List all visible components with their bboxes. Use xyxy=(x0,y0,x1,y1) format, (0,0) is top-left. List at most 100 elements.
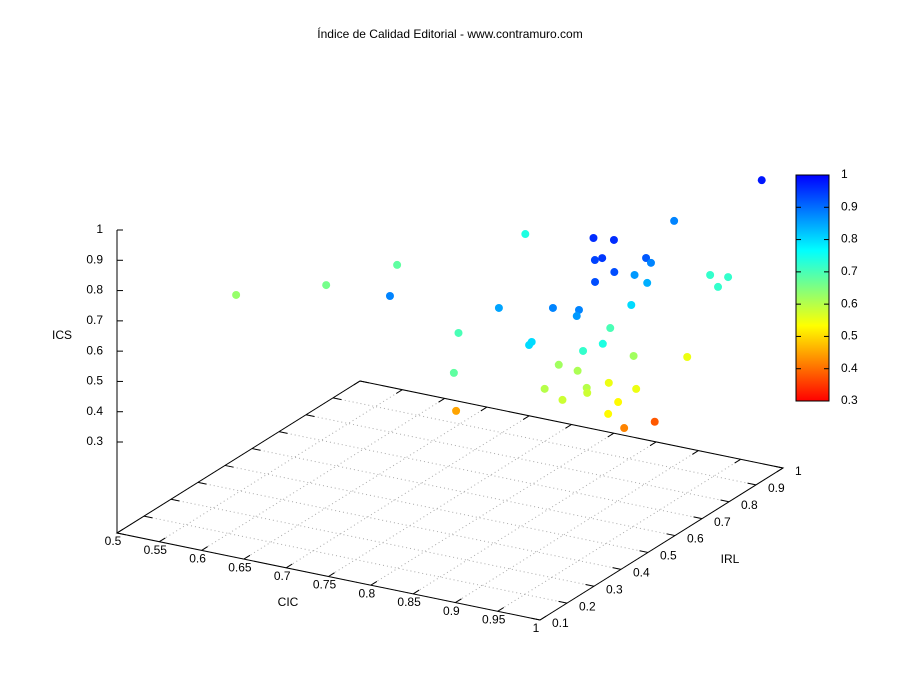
z-tick-label: 0.8 xyxy=(86,283,103,297)
x-tick-label: 0.9 xyxy=(443,604,460,618)
point xyxy=(583,388,592,397)
point xyxy=(620,424,629,433)
x-tick xyxy=(159,537,166,543)
point xyxy=(232,290,241,299)
y-tick-label: 0.9 xyxy=(768,481,785,495)
y-tick xyxy=(693,516,703,520)
point xyxy=(714,282,723,291)
colorbar-tick-label: 0.9 xyxy=(841,199,858,213)
z-tick-label: 1 xyxy=(96,222,103,236)
point xyxy=(452,406,461,415)
y-tick xyxy=(639,550,649,553)
grid-line xyxy=(305,414,730,503)
point xyxy=(558,395,567,404)
y-tick xyxy=(332,397,342,401)
grid-line xyxy=(285,415,530,569)
y-tick xyxy=(143,515,153,519)
x-tick-label: 0.55 xyxy=(144,543,168,557)
grid-line xyxy=(328,424,572,577)
z-tick-label: 0.3 xyxy=(86,434,103,448)
grid-line xyxy=(201,397,445,551)
point xyxy=(548,303,557,312)
x-tick xyxy=(522,415,530,421)
y-tick xyxy=(558,600,568,604)
y-tick xyxy=(224,464,234,468)
point xyxy=(590,256,599,265)
z-tick-label: 0.4 xyxy=(86,404,103,418)
x-tick xyxy=(455,598,462,604)
point xyxy=(757,176,766,185)
y-tick-label: 0.1 xyxy=(552,616,569,630)
point xyxy=(449,368,458,377)
point xyxy=(525,341,534,350)
y-tick xyxy=(666,533,676,537)
y-tick xyxy=(197,481,207,485)
x-tick xyxy=(285,563,293,569)
x-tick-label: 0.8 xyxy=(358,586,375,600)
x-tick-label: 0.7 xyxy=(274,569,291,583)
y-tick xyxy=(612,567,622,570)
colorbar-tick-label: 0.3 xyxy=(841,393,858,407)
y-tick xyxy=(720,499,730,503)
point xyxy=(591,277,600,286)
point xyxy=(650,417,659,426)
colorbar-tick-label: 1 xyxy=(841,167,848,181)
point xyxy=(632,384,641,393)
point xyxy=(598,254,607,263)
x-tick xyxy=(328,572,335,577)
y-tick xyxy=(251,448,261,451)
y-tick-label: 0.8 xyxy=(741,498,758,512)
x-tick xyxy=(201,546,208,551)
point xyxy=(604,378,613,387)
x-tick xyxy=(607,432,615,438)
point xyxy=(554,360,563,369)
point xyxy=(627,301,636,310)
grid-line xyxy=(143,515,568,604)
base-border xyxy=(115,380,785,621)
point xyxy=(643,278,652,287)
point xyxy=(521,230,530,239)
point xyxy=(573,366,582,375)
z-tick-label: 0.7 xyxy=(86,313,103,327)
point xyxy=(322,281,331,290)
point xyxy=(610,268,619,277)
colorbar-tick-label: 0.5 xyxy=(841,329,858,343)
point xyxy=(629,351,638,360)
point xyxy=(670,216,679,225)
grid-line xyxy=(197,481,622,570)
point xyxy=(642,254,651,263)
x-tick-label: 1 xyxy=(533,621,540,635)
y-tick-label: 1 xyxy=(795,464,802,478)
point xyxy=(706,270,715,279)
y-tick xyxy=(278,431,288,434)
x-tick xyxy=(243,554,251,560)
x-tick-label: 0.75 xyxy=(313,578,337,592)
point xyxy=(630,270,639,279)
y-axis-label: IRL xyxy=(721,552,740,566)
z-tick-label: 0.5 xyxy=(86,374,103,388)
grid-line xyxy=(224,464,649,553)
point xyxy=(646,258,655,267)
z-tick-label: 0.9 xyxy=(86,252,103,266)
z-tick-label: 0.6 xyxy=(86,343,103,357)
point xyxy=(598,339,607,348)
x-axis-label: CIC xyxy=(278,595,299,609)
point xyxy=(574,305,583,314)
colorbar-tick-label: 0.7 xyxy=(841,264,858,278)
point xyxy=(614,398,623,407)
colorbar-tick-label: 0.6 xyxy=(841,296,858,310)
point xyxy=(589,234,598,243)
x-tick-label: 0.85 xyxy=(397,595,421,609)
grid-line xyxy=(159,389,403,543)
grid-line xyxy=(278,431,703,520)
point xyxy=(540,384,549,393)
grid-line xyxy=(243,406,488,560)
point xyxy=(604,409,613,418)
x-tick-label: 0.5 xyxy=(105,534,122,548)
x-tick-label: 0.6 xyxy=(189,552,206,566)
x-tick-label: 0.95 xyxy=(482,612,506,626)
grid-line xyxy=(251,448,676,537)
chart-title: Índice de Calidad Editorial - www.contra… xyxy=(317,26,582,41)
x-tick xyxy=(480,406,488,412)
